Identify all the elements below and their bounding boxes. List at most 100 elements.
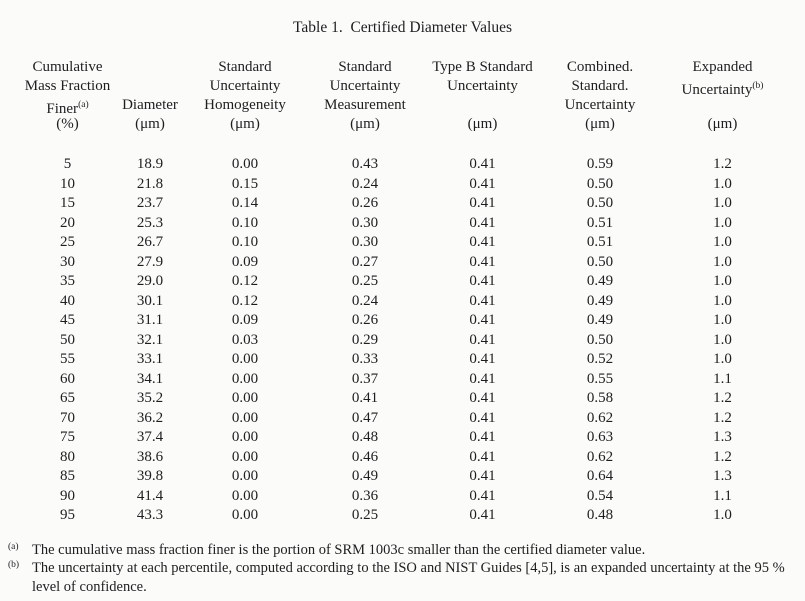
table-cell: 1.0 xyxy=(713,214,732,231)
table-cell: 0.51 xyxy=(586,214,614,231)
table-cell: 0.41 xyxy=(469,448,496,465)
table-cell: 39.8 xyxy=(136,468,164,484)
header-text: Standard xyxy=(338,59,392,75)
table-row: 75 37.4 0.00 0.48 0.41 0.63 1.3 xyxy=(20,428,785,448)
footnote-marker-ref: (b) xyxy=(752,81,764,91)
table-cell: 20 xyxy=(60,214,75,231)
footnote: (a) The cumulative mass fraction finer is… xyxy=(8,541,787,560)
footnotes: (a) The cumulative mass fraction finer is… xyxy=(8,541,787,597)
table-cell: 0.48 xyxy=(586,507,614,523)
table-row: 50 32.1 0.03 0.29 0.41 0.50 1.0 xyxy=(20,331,785,351)
table-cell: 0.00 xyxy=(231,487,259,504)
table-cell: 1.2 xyxy=(713,448,732,465)
table-cell: 0.50 xyxy=(586,175,614,192)
table-cell: 0.49 xyxy=(586,292,614,309)
table-cell: 0.12 xyxy=(231,292,259,309)
table-cell: 0.41 xyxy=(469,156,496,172)
table-cell: 0.41 xyxy=(469,234,496,250)
table-cell: 0.00 xyxy=(231,507,259,523)
certified-diameter-table: Cumulative Mass Fraction Finer(a) (%) Diamet… xyxy=(20,58,785,526)
table-cell: 25.3 xyxy=(136,214,164,231)
column-header-expanded-uncertainty: Expanded Uncertainty(b) (μm) xyxy=(660,58,785,134)
header-text: Finer xyxy=(46,101,79,117)
table-cell: 0.00 xyxy=(231,390,259,406)
table-cell: 0.41 xyxy=(469,390,496,406)
table-cell: 0.49 xyxy=(586,273,614,289)
table-cell: 1.0 xyxy=(713,273,732,289)
table-cell: 43.3 xyxy=(136,507,164,523)
table-cell: 1.0 xyxy=(713,507,732,523)
table-cell: 0.41 xyxy=(469,409,496,426)
table-cell: 37.4 xyxy=(136,429,164,445)
column-header-type-b-standard-uncertainty: Type B Standard Uncertainty (μm) xyxy=(425,58,540,134)
footnote-marker: (b) xyxy=(8,560,20,570)
header-line: Standard xyxy=(305,58,425,77)
header-text: (μm) xyxy=(135,116,165,132)
table-cell: 0.49 xyxy=(351,468,379,484)
header-line: (μm) xyxy=(305,115,425,134)
header-line: Type B Standard xyxy=(425,58,540,77)
table-row: 15 23.7 0.14 0.26 0.41 0.50 1.0 xyxy=(20,194,785,214)
header-text: Measurement xyxy=(324,97,406,113)
footnote-marker: (a) xyxy=(8,541,19,552)
table-row: 30 27.9 0.09 0.27 0.41 0.50 1.0 xyxy=(20,253,785,273)
table-cell: 1.0 xyxy=(713,331,732,348)
header-text: Type B Standard xyxy=(432,59,533,75)
table-cell: 1.0 xyxy=(713,253,732,270)
header-line: Standard xyxy=(185,58,305,77)
table-title: Table 1. Certified Diameter Values xyxy=(293,19,512,36)
table-cell: 0.50 xyxy=(586,253,614,270)
table-cell: 60 xyxy=(60,370,75,387)
table-cell: 0.30 xyxy=(351,234,379,250)
header-line: Cumulative xyxy=(20,58,115,77)
table-cell: 0.41 xyxy=(469,429,496,445)
table-cell: 0.33 xyxy=(351,351,379,367)
table-cell: 35 xyxy=(60,273,75,289)
table-cell: 0.62 xyxy=(586,409,614,426)
table-row: 60 34.1 0.00 0.37 0.41 0.55 1.1 xyxy=(20,370,785,390)
table-cell: 0.03 xyxy=(231,331,259,348)
header-text: Combined. xyxy=(566,59,634,75)
table-cell: 0.09 xyxy=(231,312,259,328)
header-text: Uncertainty xyxy=(681,82,753,98)
header-line xyxy=(425,96,540,115)
footnote-marker-ref: (a) xyxy=(78,100,89,110)
table-cell: 0.41 xyxy=(469,273,496,289)
table-cell: 0.41 xyxy=(469,351,496,367)
header-line: Diameter xyxy=(115,96,185,115)
table-row: 45 31.1 0.09 0.26 0.41 0.49 1.0 xyxy=(20,311,785,331)
table-cell: 1.0 xyxy=(713,312,732,328)
table-cell: 0.14 xyxy=(231,195,259,211)
header-line: Uncertainty xyxy=(425,77,540,96)
table-cell: 0.26 xyxy=(351,195,379,211)
header-text: Mass Fraction xyxy=(24,78,111,94)
table-cell: 0.55 xyxy=(586,370,614,387)
header-line: Uncertainty(b) xyxy=(660,77,785,98)
header-text: Uncertainty xyxy=(447,78,518,94)
header-line: (μm) xyxy=(540,115,660,134)
table-cell: 0.54 xyxy=(586,487,614,504)
table-cell: 0.46 xyxy=(351,448,379,465)
table-cell: 31.1 xyxy=(136,312,164,328)
header-text: Standard xyxy=(218,59,272,75)
table-cell: 0.27 xyxy=(351,253,379,270)
table-row: 65 35.2 0.00 0.41 0.41 0.58 1.2 xyxy=(20,389,785,409)
table-row: 20 25.3 0.10 0.30 0.41 0.51 1.0 xyxy=(20,214,785,234)
table-cell: 0.41 xyxy=(469,292,496,309)
table-cell: 0.00 xyxy=(231,468,259,484)
header-line: (μm) xyxy=(115,115,185,134)
header-line xyxy=(660,96,785,115)
table-cell: 41.4 xyxy=(136,487,164,504)
table-cell: 1.0 xyxy=(713,175,732,192)
column-header-standard-uncertainty-homogeneity: Standard Uncertainty Homogeneity (μm) xyxy=(185,58,305,134)
header-text: Standard. xyxy=(571,78,629,94)
table-cell: 1.0 xyxy=(713,234,732,250)
table-cell: 0.41 xyxy=(351,390,379,406)
header-text: (μm) xyxy=(230,116,260,132)
table-cell: 0.41 xyxy=(469,468,496,484)
header-line: Uncertainty xyxy=(305,77,425,96)
table-cell: 0.41 xyxy=(469,195,496,211)
table-cell: 0.58 xyxy=(586,390,614,406)
column-header-cumulative-mass-fraction-finer: Cumulative Mass Fraction Finer(a) (%) xyxy=(20,58,115,134)
header-text: (μm) xyxy=(707,116,738,132)
